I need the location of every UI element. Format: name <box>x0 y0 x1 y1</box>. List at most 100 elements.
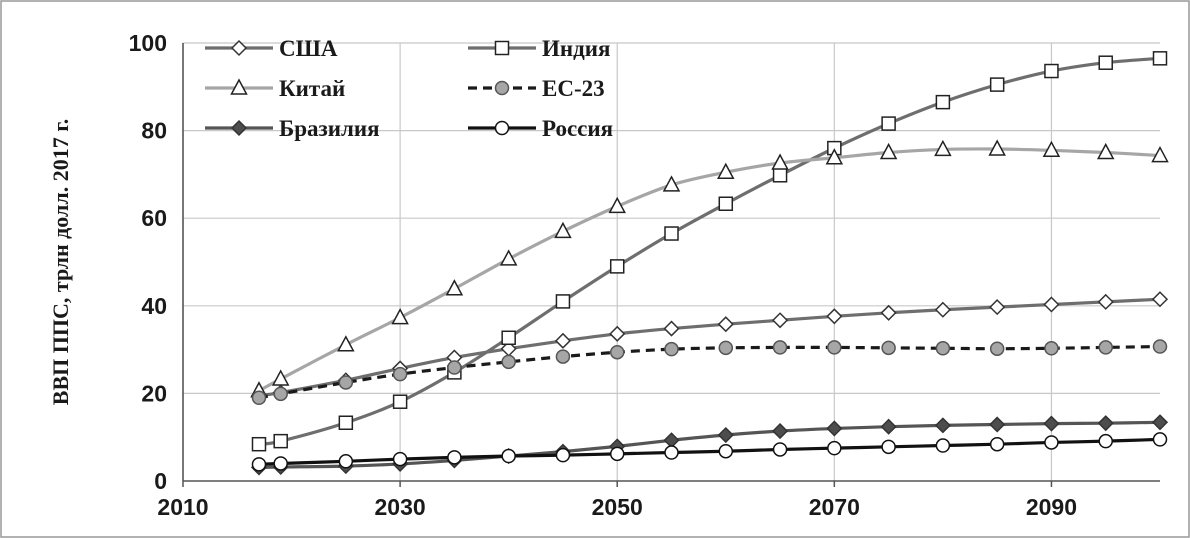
data-point-1-6 <box>555 294 571 309</box>
data-point-1-16 <box>1098 55 1113 70</box>
legend-item-5: Россия <box>468 116 613 141</box>
data-point-5-14 <box>989 436 1005 452</box>
data-point-0-9 <box>717 316 734 333</box>
data-point-4-13 <box>934 417 951 434</box>
data-point-3-3 <box>392 366 408 382</box>
data-point-2-4 <box>445 279 464 296</box>
data-point-2-15 <box>1042 140 1061 158</box>
data-point-2-11 <box>825 148 844 165</box>
data-point-5-0 <box>251 457 267 472</box>
data-point-1-0 <box>251 436 267 452</box>
legend-marker-5 <box>494 120 510 136</box>
x-tick-label-2090: 2090 <box>1026 494 1077 520</box>
legend-label-3: ЕС-23 <box>542 76 605 101</box>
data-point-2-13 <box>934 139 952 157</box>
y-tick-label-20: 20 <box>141 380 167 406</box>
data-point-0-14 <box>989 299 1006 316</box>
legend-marker-1 <box>494 40 510 56</box>
legend-item-3: ЕС-23 <box>468 76 605 101</box>
y-tick-label-60: 60 <box>141 205 167 231</box>
data-point-2-9 <box>717 162 735 179</box>
data-point-5-7 <box>609 446 625 462</box>
data-point-5-12 <box>881 439 896 455</box>
legend-marker-3 <box>494 80 510 96</box>
y-tick-label-100: 100 <box>129 30 167 56</box>
data-point-1-5 <box>501 330 516 346</box>
x-tick-label-2070: 2070 <box>809 494 860 520</box>
data-point-4-15 <box>1043 415 1060 432</box>
data-point-0-13 <box>934 301 951 318</box>
data-point-2-6 <box>554 221 572 239</box>
data-point-2-5 <box>499 249 518 266</box>
data-point-3-13 <box>935 341 951 356</box>
data-point-0-15 <box>1043 296 1060 313</box>
data-point-2-12 <box>879 142 898 160</box>
data-point-4-14 <box>989 416 1006 433</box>
y-tick-label-80: 80 <box>141 118 167 144</box>
legend-item-0: США <box>205 36 338 61</box>
y-axis-label: ВВП ППС, трлн долл. 2017 г. <box>48 119 73 405</box>
x-tick-label-2050: 2050 <box>592 494 643 520</box>
data-point-0-6 <box>554 332 572 349</box>
data-point-5-16 <box>1098 433 1113 449</box>
data-point-5-1 <box>273 456 288 471</box>
data-point-1-12 <box>881 116 896 131</box>
legend: США Индия Китай ЕС-23 Бразилия Россия <box>205 36 613 141</box>
data-point-3-16 <box>1098 340 1113 355</box>
data-point-3-1 <box>273 386 288 402</box>
data-point-5-2 <box>338 454 354 469</box>
y-tick-label-40: 40 <box>141 293 167 319</box>
data-point-5-3 <box>392 451 408 467</box>
x-tick-label-2030: 2030 <box>375 494 426 520</box>
data-point-0-8 <box>663 320 680 337</box>
data-point-2-8 <box>662 175 681 192</box>
data-point-0-17 <box>1151 291 1169 308</box>
data-point-3-2 <box>338 375 354 390</box>
data-point-0-16 <box>1097 293 1114 310</box>
series-layer <box>250 51 1169 476</box>
data-point-4-10 <box>771 423 789 440</box>
series-3 <box>251 339 1168 406</box>
data-point-4-16 <box>1097 415 1114 432</box>
x-tick-label-2010: 2010 <box>157 494 208 520</box>
series-2 <box>250 139 1169 398</box>
data-point-5-10 <box>772 442 788 457</box>
data-point-2-2 <box>337 335 355 352</box>
data-point-5-6 <box>555 447 571 463</box>
data-point-3-4 <box>447 360 462 375</box>
data-point-4-12 <box>880 418 897 435</box>
data-point-3-6 <box>555 349 571 364</box>
axes: 0 20 40 60 80 100 2010 2030 2050 2070 2090 <box>129 30 1160 520</box>
data-point-5-8 <box>664 445 679 460</box>
legend-item-1: Индия <box>468 36 610 61</box>
legend-label-4: Бразилия <box>279 116 380 141</box>
y-tick-label-0: 0 <box>154 468 167 494</box>
data-point-5-13 <box>935 438 951 453</box>
data-point-1-14 <box>989 77 1005 92</box>
data-point-3-9 <box>718 340 734 356</box>
data-point-1-10 <box>772 168 788 183</box>
legend-marker-0 <box>230 39 248 57</box>
data-point-3-5 <box>501 354 516 370</box>
data-point-3-12 <box>881 340 896 356</box>
data-point-2-16 <box>1096 142 1115 160</box>
data-point-5-11 <box>827 440 842 456</box>
data-point-3-8 <box>664 341 679 357</box>
series-1 <box>251 51 1168 452</box>
data-point-2-14 <box>988 139 1006 156</box>
data-point-0-7 <box>609 325 626 342</box>
data-point-2-17 <box>1151 145 1169 163</box>
data-point-4-17 <box>1151 414 1169 431</box>
legend-item-2: Китай <box>205 76 345 101</box>
data-point-1-13 <box>935 94 951 110</box>
data-point-4-11 <box>826 420 843 437</box>
data-point-2-1 <box>271 369 290 386</box>
data-point-5-17 <box>1152 432 1168 447</box>
data-point-1-8 <box>664 226 679 241</box>
data-point-0-11 <box>826 308 843 325</box>
legend-marker-4 <box>230 119 248 137</box>
data-point-1-1 <box>273 433 288 449</box>
data-point-5-5 <box>501 448 516 464</box>
data-point-0-10 <box>771 312 789 329</box>
data-point-0-12 <box>880 304 897 321</box>
